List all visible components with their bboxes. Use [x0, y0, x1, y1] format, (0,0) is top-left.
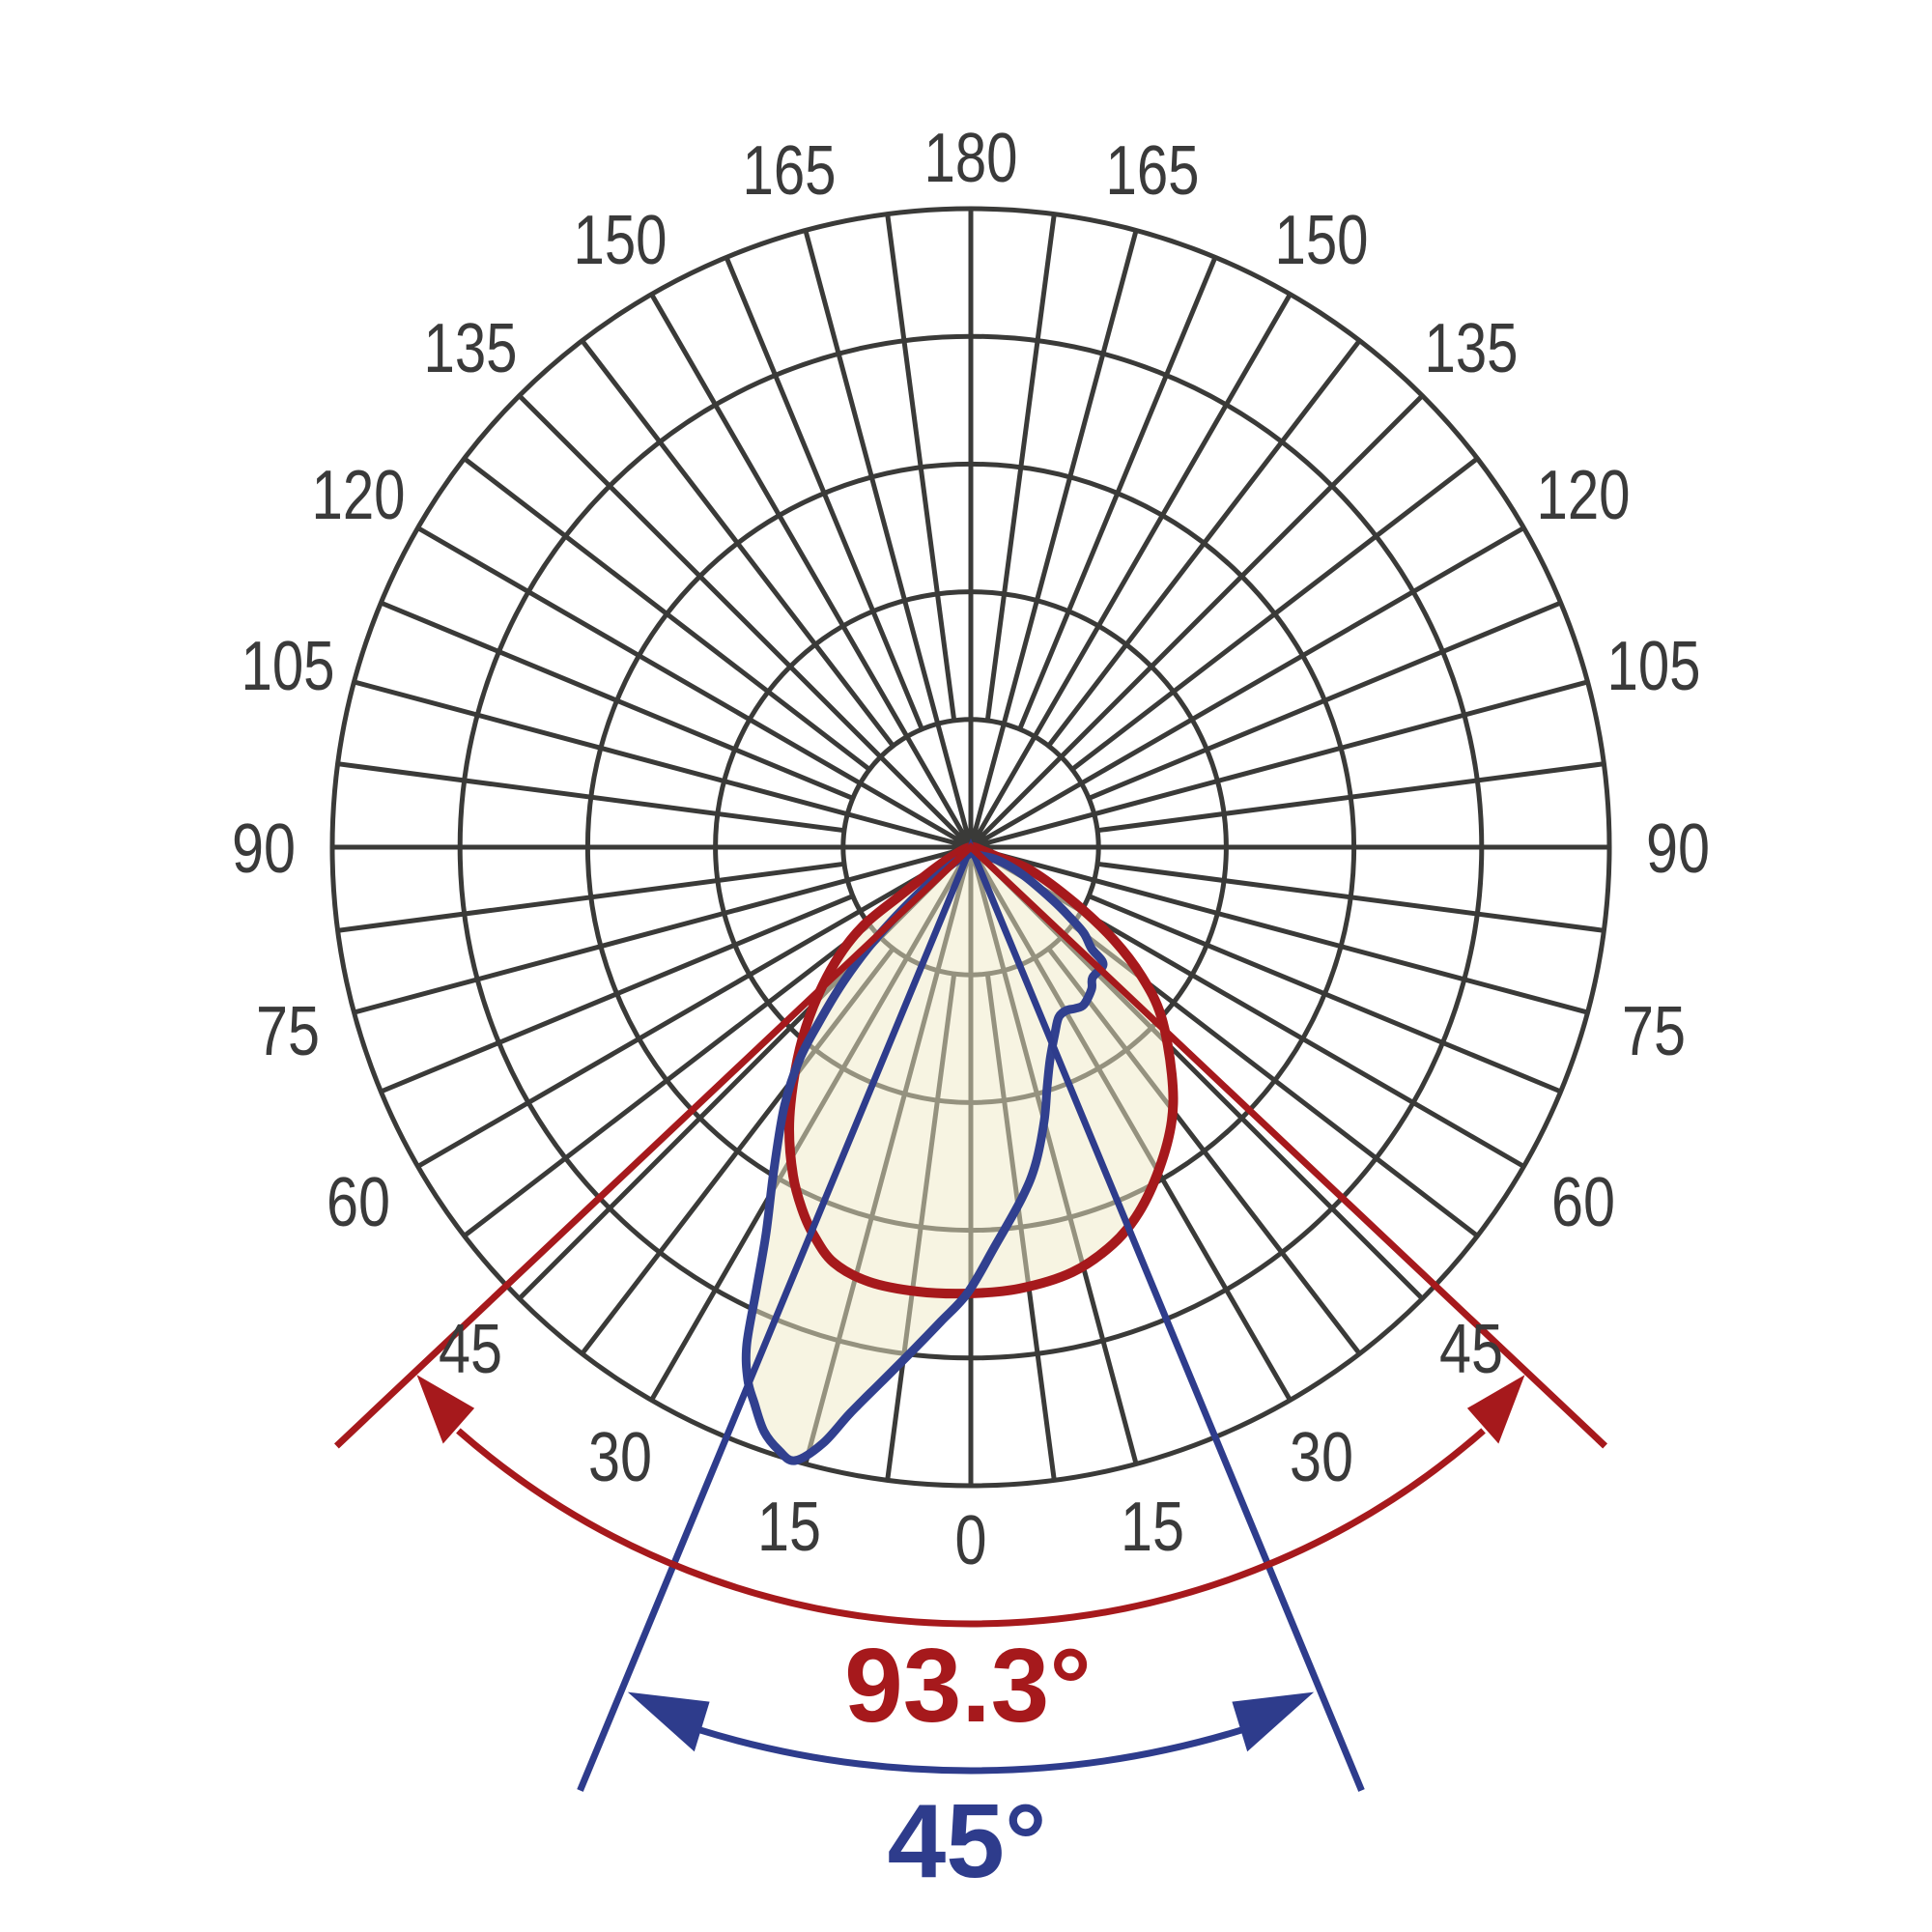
- svg-text:120: 120: [312, 457, 406, 534]
- svg-text:75: 75: [1622, 993, 1686, 1070]
- svg-text:60: 60: [327, 1164, 390, 1241]
- svg-text:93.3°: 93.3°: [844, 1627, 1092, 1745]
- svg-text:0: 0: [955, 1502, 987, 1579]
- svg-text:60: 60: [1551, 1164, 1615, 1241]
- svg-text:45°: 45°: [888, 1782, 1047, 1900]
- svg-text:75: 75: [256, 993, 320, 1070]
- svg-text:165: 165: [1106, 132, 1200, 210]
- svg-text:45: 45: [1439, 1311, 1503, 1388]
- svg-text:120: 120: [1537, 457, 1631, 534]
- svg-text:180: 180: [924, 120, 1018, 197]
- svg-text:135: 135: [424, 310, 518, 387]
- svg-text:135: 135: [1425, 310, 1519, 387]
- svg-text:105: 105: [242, 628, 335, 705]
- svg-text:15: 15: [757, 1489, 821, 1566]
- svg-text:30: 30: [1290, 1419, 1353, 1496]
- svg-text:90: 90: [232, 810, 296, 888]
- svg-text:105: 105: [1607, 628, 1701, 705]
- svg-text:150: 150: [574, 202, 668, 279]
- svg-text:30: 30: [588, 1419, 652, 1496]
- svg-text:90: 90: [1646, 810, 1710, 888]
- svg-text:45: 45: [439, 1311, 502, 1388]
- svg-text:165: 165: [743, 132, 837, 210]
- svg-text:150: 150: [1275, 202, 1369, 279]
- svg-text:15: 15: [1121, 1489, 1184, 1566]
